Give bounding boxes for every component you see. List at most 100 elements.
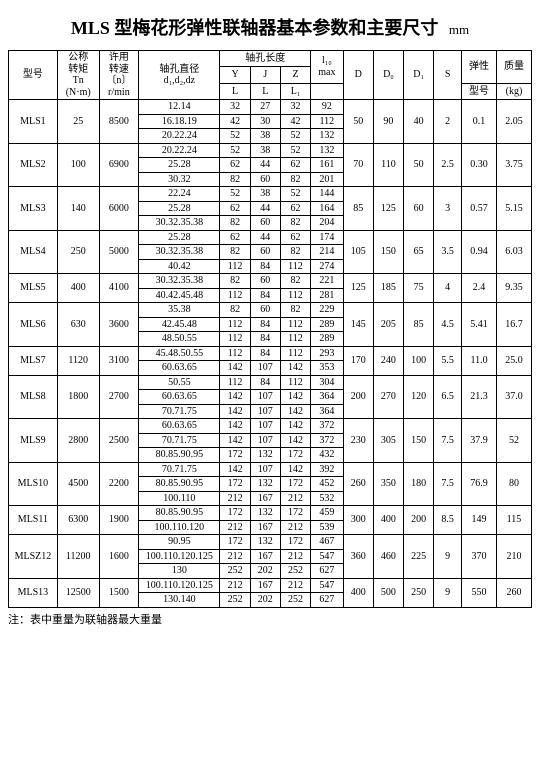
cell-l10: 364 <box>311 404 344 419</box>
cell-Do: 270 <box>373 375 403 419</box>
cell-z: 82 <box>280 216 310 231</box>
table-row: MLS104500220070.71.751421071423922603501… <box>9 462 532 477</box>
hdr-elastic-2: 型号 <box>462 83 497 99</box>
cell-D1: 100 <box>404 346 434 375</box>
cell-d: 40.42 <box>139 259 220 274</box>
cell-d: 30.32.35.38 <box>139 245 220 260</box>
title-main: MLS 型梅花形弹性联轴器基本参数和主要尺寸 <box>71 18 439 38</box>
cell-mass: 3.75 <box>496 143 531 187</box>
cell-model: MLS6 <box>9 303 58 347</box>
hdr-S: S <box>434 51 462 100</box>
cell-D: 200 <box>343 375 373 419</box>
cell-n: 1600 <box>99 535 139 579</box>
cell-y: 32 <box>220 100 250 115</box>
cell-j: 107 <box>250 404 280 419</box>
table-row: MLS13125001500100.110.120.12521216721254… <box>9 578 532 593</box>
cell-S: 8.5 <box>434 506 462 535</box>
cell-n: 6000 <box>99 187 139 231</box>
cell-y: 62 <box>220 230 250 245</box>
cell-j: 84 <box>250 317 280 332</box>
cell-z: 82 <box>280 245 310 260</box>
cell-l10: 289 <box>311 317 344 332</box>
cell-n: 1500 <box>99 578 139 607</box>
hdr-n: 许用 转速 〔n〕 r/min <box>99 51 139 100</box>
cell-d: 90.95 <box>139 535 220 550</box>
cell-l10: 204 <box>311 216 344 231</box>
cell-z: 112 <box>280 288 310 303</box>
cell-S: 4 <box>434 274 462 303</box>
spec-table: 型号 公称 转矩 Tn (N·m) 许用 转速 〔n〕 r/min 轴孔直径 d… <box>8 50 532 608</box>
cell-j: 167 <box>250 491 280 506</box>
cell-mass: 210 <box>496 535 531 579</box>
cell-z: 142 <box>280 419 310 434</box>
cell-z: 142 <box>280 462 310 477</box>
cell-Do: 150 <box>373 230 403 274</box>
cell-d: 60.63.65 <box>139 419 220 434</box>
cell-mass: 52 <box>496 419 531 463</box>
cell-model: MLS4 <box>9 230 58 274</box>
cell-D1: 200 <box>404 506 434 535</box>
cell-l10: 627 <box>311 564 344 579</box>
cell-y: 212 <box>220 549 250 564</box>
cell-d: 100.110.120.125 <box>139 578 220 593</box>
cell-j: 167 <box>250 549 280 564</box>
cell-l10: 274 <box>311 259 344 274</box>
cell-Do: 205 <box>373 303 403 347</box>
cell-z: 252 <box>280 593 310 608</box>
cell-D: 50 <box>343 100 373 144</box>
cell-S: 9 <box>434 535 462 579</box>
hdr-shaft: 轴孔直径 d₁,d₂,dz <box>139 51 220 100</box>
footer-note: 注：表中重量为联轴器最大重量 <box>8 611 532 627</box>
cell-Do: 240 <box>373 346 403 375</box>
cell-d: 80.85.90.95 <box>139 506 220 521</box>
cell-tn: 2800 <box>57 419 99 463</box>
hdr-l10-blank <box>311 83 344 99</box>
table-row: MLS125850012.143227329250904020.12.05 <box>9 100 532 115</box>
cell-D1: 180 <box>404 462 434 506</box>
hdr-hole-len: 轴孔长度 <box>220 51 311 67</box>
cell-d: 80.85.90.95 <box>139 477 220 492</box>
cell-d: 25.28 <box>139 201 220 216</box>
cell-d: 12.14 <box>139 100 220 115</box>
hdr-l10: l₁₀ max <box>311 51 344 84</box>
cell-z: 62 <box>280 201 310 216</box>
table-row: MLS3140600022.24523852144851256030.575.1… <box>9 187 532 202</box>
cell-y: 142 <box>220 462 250 477</box>
cell-S: 7.5 <box>434 462 462 506</box>
cell-n: 4100 <box>99 274 139 303</box>
cell-S: 3.5 <box>434 230 462 274</box>
cell-j: 60 <box>250 172 280 187</box>
cell-S: 2.5 <box>434 143 462 187</box>
cell-j: 132 <box>250 535 280 550</box>
cell-mass: 2.05 <box>496 100 531 144</box>
title-unit: mm <box>449 22 469 37</box>
cell-Do: 110 <box>373 143 403 187</box>
cell-l10: 304 <box>311 375 344 390</box>
cell-d: 48.50.55 <box>139 332 220 347</box>
cell-j: 107 <box>250 390 280 405</box>
cell-d: 80.85.90.95 <box>139 448 220 463</box>
cell-l10: 467 <box>311 535 344 550</box>
cell-j: 60 <box>250 303 280 318</box>
cell-d: 100.110 <box>139 491 220 506</box>
cell-model: MLS10 <box>9 462 58 506</box>
cell-l10: 281 <box>311 288 344 303</box>
hdr-model: 型号 <box>9 51 58 100</box>
hdr-Do: D₀ <box>373 51 403 100</box>
cell-j: 167 <box>250 578 280 593</box>
cell-D1: 75 <box>404 274 434 303</box>
cell-l10: 392 <box>311 462 344 477</box>
cell-j: 60 <box>250 245 280 260</box>
cell-D1: 50 <box>404 143 434 187</box>
cell-D: 230 <box>343 419 373 463</box>
cell-mass: 6.03 <box>496 230 531 274</box>
cell-n: 2200 <box>99 462 139 506</box>
cell-z: 142 <box>280 390 310 405</box>
cell-model: MLS11 <box>9 506 58 535</box>
cell-D1: 250 <box>404 578 434 607</box>
cell-d: 16.18.19 <box>139 114 220 129</box>
hdr-L-Y: L <box>220 83 250 99</box>
cell-y: 112 <box>220 259 250 274</box>
hdr-L-J: L <box>250 83 280 99</box>
cell-z: 172 <box>280 535 310 550</box>
